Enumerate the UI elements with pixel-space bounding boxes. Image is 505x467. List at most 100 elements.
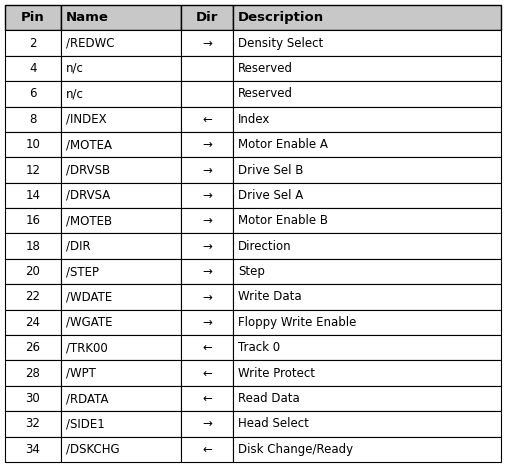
Bar: [5, 335, 61, 361]
Text: →: →: [202, 36, 212, 50]
Bar: [5, 183, 61, 208]
Bar: [61, 106, 181, 132]
Bar: [61, 335, 181, 361]
Bar: [5, 259, 61, 284]
Text: /REDWC: /REDWC: [66, 36, 114, 50]
Bar: [5, 30, 61, 56]
Text: 34: 34: [26, 443, 40, 456]
Bar: [5, 234, 61, 259]
Bar: [5, 411, 61, 437]
Text: 24: 24: [25, 316, 40, 329]
Bar: [61, 437, 181, 462]
Text: Head Select: Head Select: [238, 417, 309, 431]
Text: Description: Description: [238, 11, 324, 24]
Bar: [181, 437, 233, 462]
Text: /WPT: /WPT: [66, 367, 96, 380]
Text: →: →: [202, 163, 212, 177]
Bar: [181, 56, 233, 81]
Text: ←: ←: [202, 443, 212, 456]
Bar: [5, 361, 61, 386]
Text: Index: Index: [238, 113, 270, 126]
Bar: [233, 259, 500, 284]
Bar: [61, 30, 181, 56]
Bar: [181, 284, 233, 310]
Text: Step: Step: [238, 265, 265, 278]
Text: n/c: n/c: [66, 62, 84, 75]
Bar: [5, 56, 61, 81]
Bar: [61, 234, 181, 259]
Text: /WDATE: /WDATE: [66, 290, 112, 304]
Text: /DRVSA: /DRVSA: [66, 189, 110, 202]
Text: n/c: n/c: [66, 87, 84, 100]
Text: Motor Enable B: Motor Enable B: [238, 214, 328, 227]
Text: 8: 8: [29, 113, 37, 126]
Bar: [233, 386, 500, 411]
Text: /DRVSB: /DRVSB: [66, 163, 110, 177]
Bar: [5, 208, 61, 234]
Bar: [61, 183, 181, 208]
Text: →: →: [202, 138, 212, 151]
Bar: [5, 284, 61, 310]
Bar: [233, 106, 500, 132]
Bar: [181, 411, 233, 437]
Bar: [181, 259, 233, 284]
Bar: [181, 310, 233, 335]
Text: 30: 30: [26, 392, 40, 405]
Text: →: →: [202, 417, 212, 431]
Text: /INDEX: /INDEX: [66, 113, 107, 126]
Bar: [181, 81, 233, 106]
Text: Motor Enable A: Motor Enable A: [238, 138, 327, 151]
Text: Write Data: Write Data: [238, 290, 301, 304]
Bar: [233, 361, 500, 386]
Text: ←: ←: [202, 392, 212, 405]
Text: →: →: [202, 214, 212, 227]
Bar: [61, 411, 181, 437]
Bar: [5, 310, 61, 335]
Bar: [233, 234, 500, 259]
Bar: [61, 259, 181, 284]
Text: Disk Change/Ready: Disk Change/Ready: [238, 443, 352, 456]
Bar: [233, 437, 500, 462]
Bar: [233, 411, 500, 437]
Text: →: →: [202, 290, 212, 304]
Bar: [181, 361, 233, 386]
Bar: [181, 183, 233, 208]
Text: →: →: [202, 265, 212, 278]
Text: Reserved: Reserved: [238, 62, 292, 75]
Bar: [61, 56, 181, 81]
Bar: [181, 5, 233, 30]
Text: /DSKCHG: /DSKCHG: [66, 443, 120, 456]
Text: Floppy Write Enable: Floppy Write Enable: [238, 316, 356, 329]
Bar: [233, 310, 500, 335]
Text: 18: 18: [26, 240, 40, 253]
Bar: [233, 335, 500, 361]
Bar: [181, 30, 233, 56]
Bar: [61, 157, 181, 183]
Bar: [61, 284, 181, 310]
Bar: [61, 386, 181, 411]
Bar: [233, 5, 500, 30]
Text: →: →: [202, 240, 212, 253]
Text: Pin: Pin: [21, 11, 45, 24]
Bar: [233, 208, 500, 234]
Bar: [5, 106, 61, 132]
Bar: [5, 386, 61, 411]
Text: 2: 2: [29, 36, 37, 50]
Text: Dir: Dir: [195, 11, 218, 24]
Text: 4: 4: [29, 62, 37, 75]
Text: 10: 10: [26, 138, 40, 151]
Text: →: →: [202, 189, 212, 202]
Text: Drive Sel B: Drive Sel B: [238, 163, 303, 177]
Text: Density Select: Density Select: [238, 36, 323, 50]
Text: 14: 14: [25, 189, 40, 202]
Text: 22: 22: [25, 290, 40, 304]
Bar: [181, 132, 233, 157]
Bar: [5, 157, 61, 183]
Text: Read Data: Read Data: [238, 392, 299, 405]
Text: 28: 28: [26, 367, 40, 380]
Bar: [5, 437, 61, 462]
Text: Reserved: Reserved: [238, 87, 292, 100]
Text: /WGATE: /WGATE: [66, 316, 112, 329]
Bar: [181, 234, 233, 259]
Bar: [233, 56, 500, 81]
